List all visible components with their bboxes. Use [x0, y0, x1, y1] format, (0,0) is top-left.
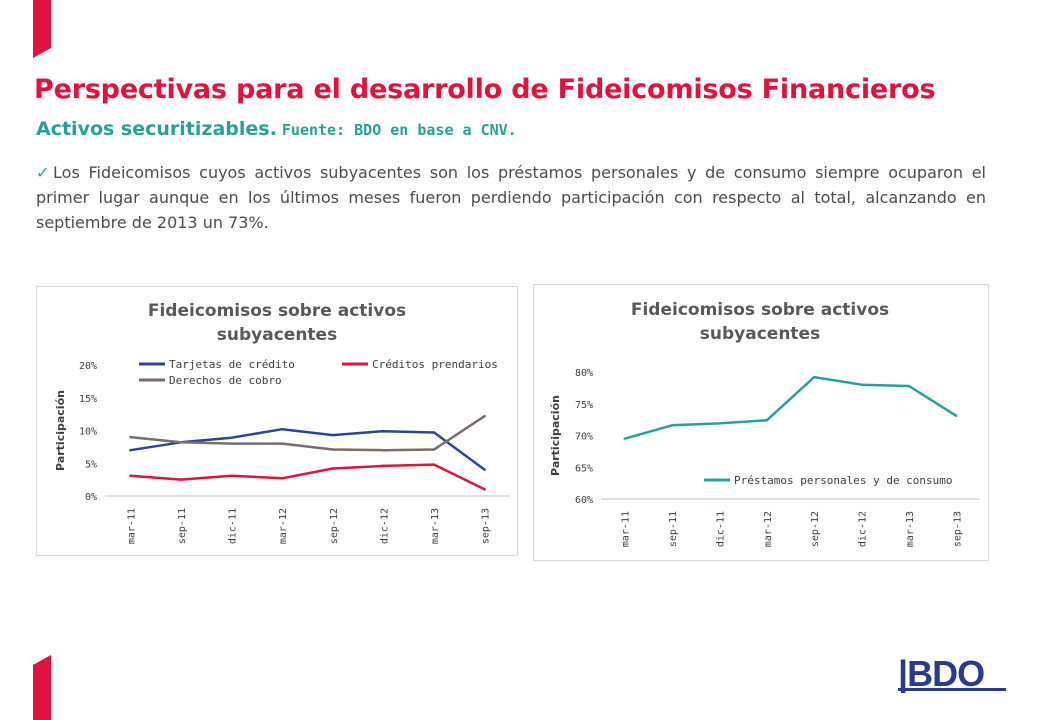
data-point: [129, 474, 132, 477]
data-point: [432, 463, 436, 466]
chart-left: Fideicomisos sobre activos subyacentes 0% 5…: [36, 286, 518, 556]
x-tick-label: dic-12: [858, 511, 869, 547]
y-tick-label: 15%: [79, 394, 97, 405]
y-tick-label: 10%: [79, 427, 97, 438]
legend-label: Préstamos personales y de consumo: [734, 474, 953, 487]
data-point: [230, 474, 233, 477]
x-tick-label: sep-11: [177, 508, 188, 544]
data-point: [860, 383, 863, 386]
data-point: [382, 429, 385, 433]
accent-shape: [33, 0, 51, 58]
logo-underline: [898, 688, 1006, 691]
data-point: [280, 442, 284, 445]
data-point: [129, 448, 132, 452]
y-tick-label: 75%: [575, 400, 593, 411]
y-tick-label: 20%: [79, 361, 97, 372]
data-point: [280, 427, 284, 431]
chart-title: Fideicomisos sobre activos: [148, 301, 406, 321]
data-point: [179, 478, 183, 481]
y-tick-label: 0%: [85, 492, 97, 503]
x-tick-label: mar-12: [763, 511, 774, 547]
legend-label: Derechos de cobro: [169, 374, 282, 387]
x-tick-label: dic-11: [228, 508, 239, 544]
subtitle-main: Activos securitizables.: [36, 118, 277, 140]
x-tick-label: sep-13: [481, 508, 492, 544]
series-line: [130, 415, 486, 452]
x-tick-label: mar-11: [126, 508, 137, 544]
x-tick-label: sep-11: [668, 511, 679, 547]
y-tick-label: 80%: [575, 368, 593, 379]
page-subtitle: Activos securitizables. Fuente: BDO en b…: [36, 118, 517, 140]
data-point: [432, 431, 436, 434]
bottom-accent-bar: [33, 655, 51, 720]
y-tick-label: 5%: [85, 459, 97, 470]
y-axis-title: Participación: [549, 395, 562, 476]
y-tick-label: 70%: [575, 432, 593, 443]
x-tick-label: sep-12: [810, 511, 821, 547]
data-point: [179, 441, 183, 444]
y-tick-label: 65%: [575, 463, 593, 474]
bullet-paragraph: ✓Los Fideicomisos cuyos activos subyacen…: [36, 160, 986, 235]
x-tick-label: sep-12: [329, 508, 340, 544]
chart-svg: Fideicomisos sobre activos subyacentes 0% 5…: [54, 301, 510, 544]
bdo-logo: |BDO: [898, 653, 1006, 693]
x-tick-label: dic-11: [715, 511, 726, 547]
x-tick-label: mar-12: [278, 508, 289, 544]
series-line: [130, 463, 486, 491]
data-point: [129, 435, 132, 439]
chart-title: Fideicomisos sobre activos: [631, 300, 889, 320]
data-point: [331, 448, 335, 451]
subtitle-source: Fuente: BDO en base a CNV.: [281, 121, 517, 139]
x-tick-label: dic-12: [379, 508, 390, 544]
data-point: [483, 488, 486, 491]
legend-label: Créditos prendarios: [372, 358, 498, 371]
data-point: [331, 467, 335, 470]
data-point: [382, 464, 385, 468]
legend-label: Tarjetas de crédito: [169, 358, 295, 371]
logo-text: |BDO: [898, 653, 984, 693]
bullet-text: Los Fideicomisos cuyos activos subyacent…: [36, 163, 987, 232]
page-title: Perspectivas para el desarrollo de Fidei…: [34, 74, 936, 105]
data-point: [331, 433, 335, 437]
data-point: [812, 375, 816, 379]
chart-title: subyacentes: [217, 325, 337, 345]
x-tick-label: mar-13: [905, 511, 916, 547]
data-point: [623, 437, 626, 440]
series-line: [624, 375, 957, 440]
data-point: [483, 468, 486, 471]
data-point: [230, 436, 233, 439]
top-accent-bar: [33, 0, 51, 58]
data-point: [483, 414, 486, 418]
data-point: [230, 442, 233, 445]
y-axis-title: Participación: [54, 390, 67, 471]
data-point: [955, 414, 958, 418]
x-tick-label: sep-13: [952, 511, 963, 547]
chart-right: Fideicomisos sobre activos subyacentes 60%…: [533, 284, 989, 561]
data-point: [670, 424, 674, 427]
chart-title: subyacentes: [700, 324, 820, 344]
data-point: [907, 384, 911, 388]
x-tick-label: mar-13: [430, 508, 441, 544]
x-tick-label: mar-11: [621, 511, 632, 547]
data-point: [382, 448, 385, 452]
data-point: [280, 477, 284, 480]
y-tick-label: 60%: [575, 495, 593, 506]
data-point: [765, 419, 769, 422]
data-point: [432, 448, 436, 451]
checkmark-icon: ✓: [36, 163, 54, 182]
data-point: [718, 422, 721, 425]
chart-svg: Fideicomisos sobre activos subyacentes 60%…: [549, 300, 980, 547]
accent-shape: [33, 655, 51, 720]
